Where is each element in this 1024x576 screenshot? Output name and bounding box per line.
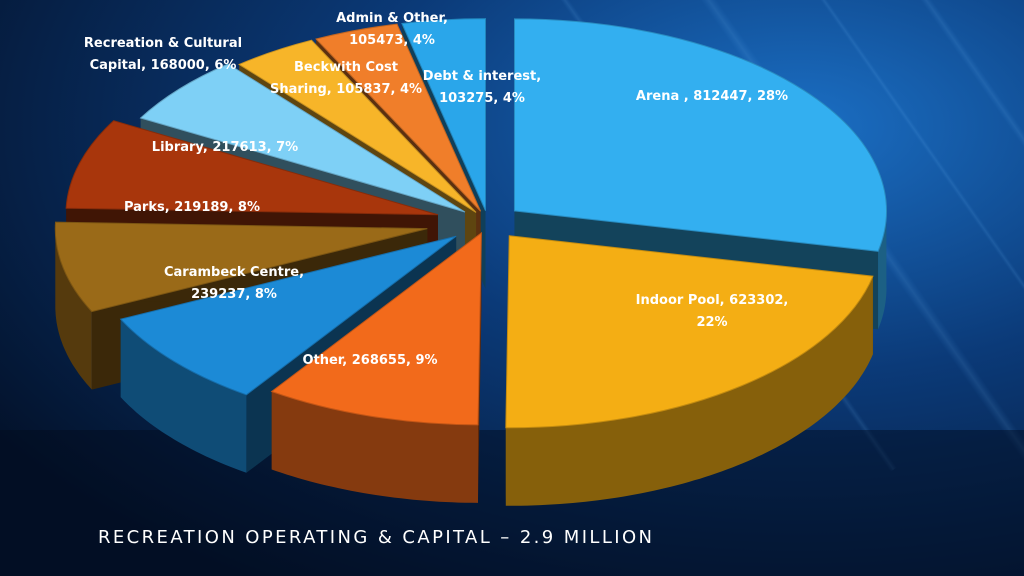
data-label-beckwith-cost-sharing: Beckwith Cost Sharing, 105837, 4% [270,60,422,97]
pie-slice-admin-other [315,23,482,212]
data-label-arena: Arena , 812447, 28% [636,89,788,104]
pie-rim-arena [878,207,887,330]
pie-rim-indoor-pool [505,276,873,506]
pie-slice-library [65,120,439,216]
pie-slice-parks [54,221,428,313]
pie-rim-other [271,391,478,503]
chart-title: RECREATION OPERATING & CAPITAL – 2.9 MIL… [98,527,655,548]
data-label-debt-interest: Debt & interest, 103275, 4% [423,69,541,106]
pie-slice-recreation-cultural-capital [139,63,466,213]
data-label-library: Library, 217613, 7% [152,140,298,155]
data-label-other: Other, 268655, 9% [302,353,437,368]
pie-slice-beckwith-cost-sharing [238,39,477,213]
data-label-parks: Parks, 219189, 8% [124,200,260,215]
pie-slice-other [270,231,482,426]
pie-slice-arena [513,18,887,252]
pie-slice-debt-interest [401,18,487,211]
data-label-carambeck-centre: Carambeck Centre, 239237, 8% [164,265,304,302]
pie-data-labels: Arena , 812447, 28% Indoor Pool, 623302, 2… [84,11,788,368]
data-label-admin-other: Admin & Other, 105473, 4% [336,11,448,48]
data-label-recreation-cultural-capital: Recreation & Cultural Capital, 168000, 6% [84,36,242,73]
pie-slice-carambeck-centre [119,235,457,396]
pie-rim-parks [55,227,92,390]
pie-rim-carambeck-centre [120,319,247,473]
pie-slice-indoor-pool [505,235,874,429]
data-label-indoor-pool: Indoor Pool, 623302, 22% [636,293,789,330]
pie-slice-tops [54,18,887,506]
